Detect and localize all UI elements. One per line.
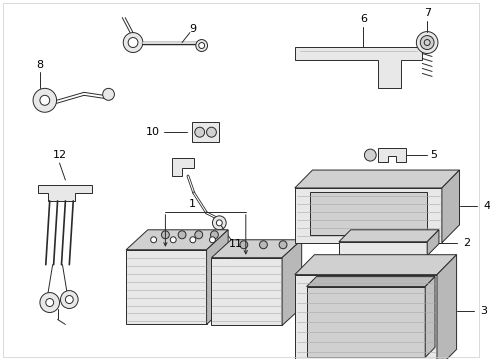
Circle shape	[40, 293, 59, 312]
Circle shape	[123, 32, 143, 53]
Circle shape	[211, 231, 219, 239]
Text: 5: 5	[431, 150, 438, 160]
Circle shape	[178, 231, 186, 239]
Text: 4: 4	[484, 201, 490, 211]
Polygon shape	[425, 276, 435, 357]
Circle shape	[260, 241, 268, 249]
Polygon shape	[38, 185, 92, 201]
Circle shape	[40, 95, 49, 105]
Circle shape	[279, 241, 287, 249]
Text: 12: 12	[52, 150, 67, 160]
Circle shape	[207, 127, 217, 137]
Polygon shape	[295, 46, 422, 88]
Circle shape	[195, 127, 205, 137]
Polygon shape	[126, 250, 207, 324]
Circle shape	[65, 296, 73, 303]
Circle shape	[213, 216, 226, 230]
Polygon shape	[339, 242, 427, 256]
Circle shape	[195, 231, 203, 239]
Circle shape	[217, 220, 222, 226]
Polygon shape	[307, 287, 425, 357]
Polygon shape	[378, 148, 406, 162]
Circle shape	[190, 237, 196, 243]
Circle shape	[416, 32, 438, 54]
Polygon shape	[437, 255, 457, 360]
Polygon shape	[295, 275, 437, 360]
Polygon shape	[427, 230, 439, 256]
Circle shape	[33, 88, 56, 112]
Circle shape	[365, 149, 376, 161]
Circle shape	[128, 37, 138, 48]
Text: 2: 2	[463, 238, 470, 248]
Polygon shape	[307, 276, 435, 287]
Circle shape	[210, 237, 216, 243]
Polygon shape	[295, 170, 460, 188]
Circle shape	[151, 237, 157, 243]
Text: 6: 6	[360, 14, 367, 24]
Polygon shape	[212, 258, 282, 325]
Text: 10: 10	[146, 127, 160, 137]
Circle shape	[196, 40, 208, 51]
Polygon shape	[207, 230, 228, 324]
Circle shape	[171, 237, 176, 243]
Text: 1: 1	[188, 199, 196, 209]
Text: 8: 8	[36, 60, 44, 71]
Circle shape	[240, 241, 248, 249]
Polygon shape	[442, 170, 460, 243]
Circle shape	[60, 291, 78, 309]
Polygon shape	[172, 158, 194, 176]
Circle shape	[46, 298, 53, 306]
Polygon shape	[212, 240, 302, 258]
Polygon shape	[192, 122, 220, 142]
Polygon shape	[295, 188, 442, 243]
Polygon shape	[310, 192, 427, 235]
Polygon shape	[339, 230, 439, 242]
Circle shape	[162, 231, 170, 239]
Text: 9: 9	[189, 24, 196, 33]
Circle shape	[420, 36, 434, 50]
Polygon shape	[295, 255, 457, 275]
Text: 3: 3	[481, 306, 488, 316]
Polygon shape	[282, 240, 302, 325]
Circle shape	[199, 42, 205, 49]
Text: 7: 7	[424, 8, 431, 18]
Text: 11: 11	[229, 239, 243, 249]
Polygon shape	[126, 230, 228, 250]
Circle shape	[103, 88, 115, 100]
